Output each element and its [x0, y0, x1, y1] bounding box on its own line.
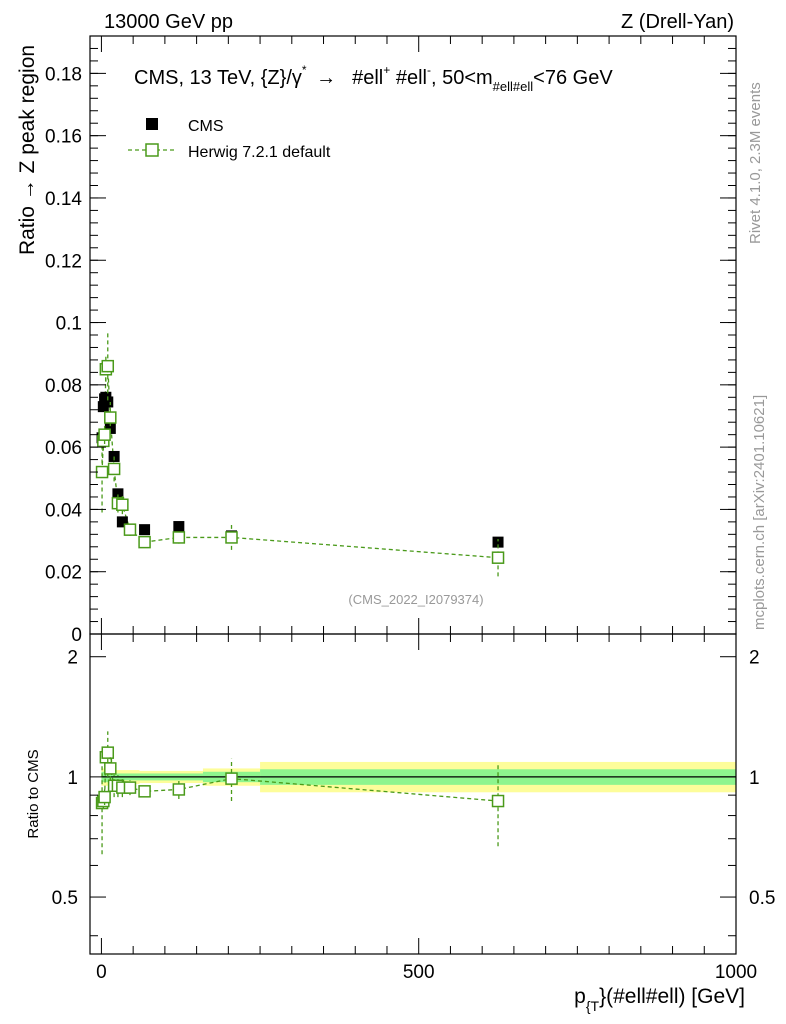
- mc-data-point: [116, 498, 129, 511]
- main-ytick-label: 0.1: [56, 314, 82, 335]
- ratio-mc-point: [123, 781, 137, 794]
- x-tick-label: 500: [403, 962, 435, 983]
- ratio-ytick-label-right: 0.5: [749, 888, 775, 909]
- x-tick-label: 0: [96, 962, 107, 983]
- main-axes: 0 0.02 0.04 0.06 0.08 0.1 0.12 0.14 0.16 0.18: [45, 35, 737, 646]
- legend-herwig-marker: [145, 143, 159, 157]
- ratio-axes: 0.5 0.5 1 1 2 2 0 500 1000: [52, 634, 775, 983]
- main-ytick-label: 0.08: [45, 376, 82, 397]
- x-tick-label: 1000: [715, 962, 757, 983]
- mc-data-point: [95, 465, 109, 479]
- ratio-mc-point: [225, 772, 238, 785]
- ratio-mc-point: [104, 762, 117, 775]
- ratio-ytick-label: 1: [67, 768, 78, 789]
- mc-data-point: [101, 359, 115, 373]
- ratio-ytick-label-right: 2: [749, 648, 760, 669]
- ratio-ytick-label-right: 1: [749, 768, 760, 789]
- cms-data-point: [116, 516, 128, 528]
- ratio-mc-point: [101, 746, 115, 759]
- analysis-id: (CMS_2022_I2079374): [348, 592, 483, 607]
- main-ytick-label: 0.06: [45, 438, 82, 459]
- mc-data-point: [138, 535, 151, 549]
- mcplots-label: mcplots.cern.ch [arXiv:2401.10621]: [751, 395, 768, 630]
- mc-data-point: [104, 411, 117, 424]
- ratio-ytick-label: 0.5: [52, 888, 78, 909]
- mc-data-point: [225, 531, 238, 544]
- ratio-mc-point: [491, 794, 505, 808]
- legend: CMS Herwig 7.2.1 default: [128, 118, 331, 161]
- cms-data-point: [102, 396, 114, 408]
- main-ytick-label: 0.04: [45, 500, 82, 521]
- ratio-mc-point: [172, 783, 186, 796]
- rivet-label: Rivet 4.1.0, 2.3M events: [747, 82, 764, 244]
- plot-title: CMS, 13 TeV, {Z}/γ* → #ell+ #ell-, 50<m#e…: [134, 63, 613, 94]
- ratio-mc-point: [138, 785, 151, 798]
- ratio-ytick-label: 2: [67, 648, 78, 669]
- cms-data-point: [139, 524, 151, 536]
- header-right: Z (Drell-Yan): [621, 11, 734, 33]
- legend-cms-label: CMS: [188, 118, 224, 135]
- header-left: 13000 GeV pp: [104, 11, 233, 33]
- legend-herwig-label: Herwig 7.2.1 default: [188, 144, 331, 161]
- mc-data-point: [172, 531, 186, 544]
- main-ytick-label: 0.16: [45, 127, 82, 148]
- main-ytick-label: 0.18: [45, 64, 82, 85]
- ratio-panel-content: [95, 731, 736, 855]
- main-ytick-label: 0.02: [45, 563, 82, 584]
- mc-data-point: [107, 462, 121, 476]
- ratio-panel-frame: [89, 633, 737, 955]
- legend-cms-marker: [146, 118, 158, 130]
- main-ytick-label: 0.12: [45, 251, 82, 272]
- mc-data-point: [123, 523, 137, 536]
- ratio-ylabel: Ratio to CMS: [25, 749, 42, 838]
- mc-data-point: [491, 551, 505, 564]
- cms-data-point: [112, 488, 124, 500]
- main-ylabel: Ratio → Z peak region: [16, 45, 39, 255]
- x-axis-title: p{T}(#ell#ell) [GeV]: [574, 985, 745, 1014]
- main-ytick-label: 0: [71, 625, 82, 646]
- cms-data-point: [173, 521, 185, 533]
- cms-data-point: [492, 536, 504, 548]
- main-ytick-label: 0.14: [45, 189, 82, 210]
- ratio-mc-point: [98, 790, 111, 804]
- mc-data-point: [98, 428, 111, 441]
